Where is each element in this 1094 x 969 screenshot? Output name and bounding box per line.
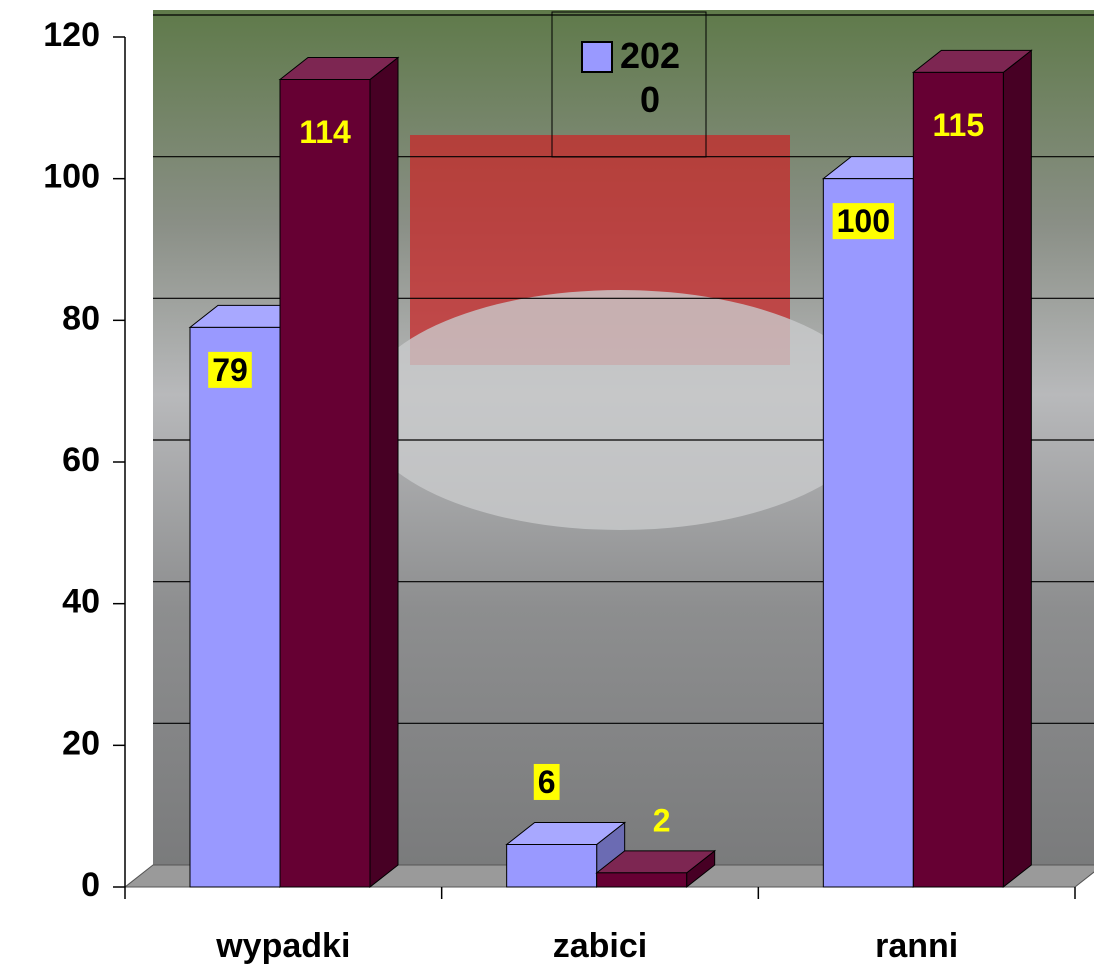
value-label-text: 115 [933,107,985,143]
y-tick-label: 60 [62,441,100,479]
value-label: 79 [208,351,252,388]
y-tick-label: 100 [43,158,100,196]
value-label-text: 79 [212,352,248,388]
bar [912,71,1004,888]
legend-label: 2020 [619,35,681,120]
value-label-text: 114 [299,114,351,150]
bar-side [1002,49,1032,889]
bar [822,178,914,888]
legend-box [551,11,707,158]
value-label-text: 2 [653,802,671,838]
legend-label-box: 2020 [619,35,681,120]
bar [189,326,281,888]
bar [596,872,688,888]
bar-side [369,56,399,889]
x-tick-label: zabici [553,927,647,965]
y-tick-label: 40 [62,583,100,621]
y-tick-label: 80 [62,299,100,337]
x-tick-label: wypadki [215,927,350,965]
value-label-text: 6 [538,764,556,800]
y-tick-label: 20 [62,724,100,762]
value-label-bg [832,203,895,240]
value-label-bg [208,351,252,388]
bar [506,844,598,888]
value-label: 6 [533,763,560,800]
bar [279,79,371,888]
y-tick-label: 120 [43,16,100,54]
x-tick-label: ranni [875,927,958,965]
value-label-bg [533,763,560,800]
y-tick-label: 0 [81,866,100,904]
legend-swatch [581,41,613,73]
photo-car [360,290,880,530]
value-label-text: 100 [837,203,890,239]
value-label: 100 [832,203,895,240]
